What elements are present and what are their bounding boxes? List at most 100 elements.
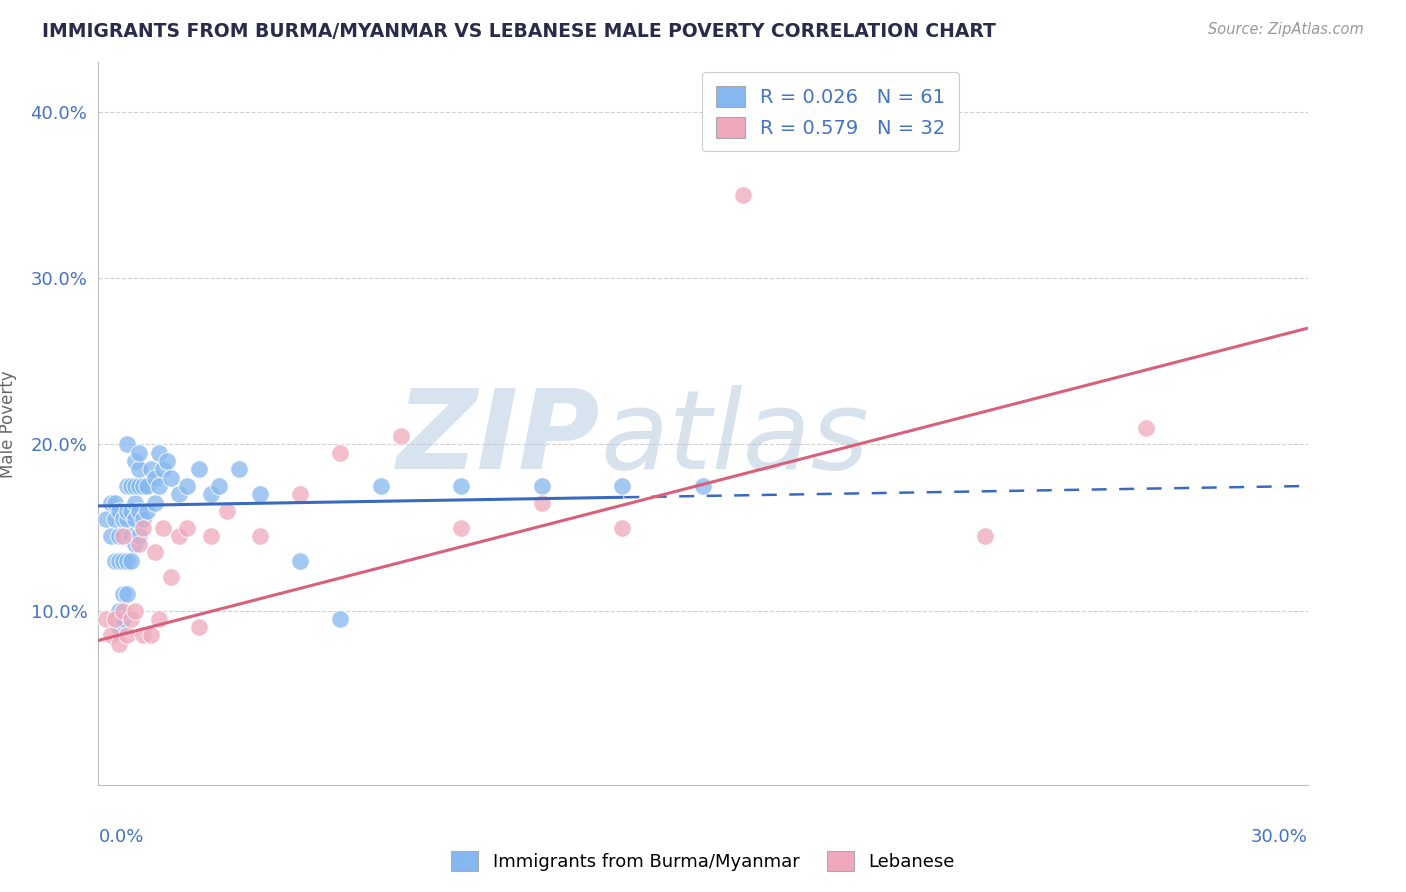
Point [111, 587, 134, 601]
Point [329, 612, 352, 626]
Point [100, 495, 122, 509]
Point [100, 628, 122, 642]
Point [148, 446, 170, 460]
Point [450, 520, 472, 534]
Point [124, 495, 146, 509]
Point [128, 529, 150, 543]
Point [389, 429, 412, 443]
Point [128, 462, 150, 476]
Point [115, 479, 138, 493]
Point [132, 479, 155, 493]
Point [530, 495, 553, 509]
Point [143, 545, 166, 559]
Point [249, 487, 271, 501]
Point [111, 612, 134, 626]
Point [132, 628, 155, 642]
Text: atlas: atlas [600, 384, 869, 491]
Point [115, 437, 138, 451]
Point [152, 520, 174, 534]
Point [132, 520, 155, 534]
Point [128, 479, 150, 493]
Point [100, 529, 122, 543]
Point [124, 537, 146, 551]
Point [188, 462, 211, 476]
Point [128, 504, 150, 518]
Legend: R = 0.026   N = 61, R = 0.579   N = 32: R = 0.026 N = 61, R = 0.579 N = 32 [702, 72, 959, 152]
Point [733, 188, 755, 202]
Point [124, 603, 146, 617]
Point [132, 512, 155, 526]
Point [156, 454, 179, 468]
Point [107, 620, 129, 634]
Point [1135, 421, 1157, 435]
Text: 0.0%: 0.0% [98, 829, 143, 847]
Point [176, 479, 198, 493]
Point [111, 512, 134, 526]
Point [107, 554, 129, 568]
Point [167, 529, 190, 543]
Point [167, 487, 190, 501]
Point [160, 471, 183, 485]
Point [120, 504, 142, 518]
Point [103, 512, 125, 526]
Point [115, 554, 138, 568]
Point [176, 520, 198, 534]
Point [115, 628, 138, 642]
Point [228, 462, 250, 476]
Point [111, 603, 134, 617]
Point [288, 554, 311, 568]
Point [217, 504, 239, 518]
Point [120, 554, 142, 568]
Point [612, 520, 634, 534]
Point [188, 620, 211, 634]
Point [115, 512, 138, 526]
Point [115, 504, 138, 518]
Y-axis label: Male Poverty: Male Poverty [0, 370, 17, 477]
Point [692, 479, 714, 493]
Point [200, 487, 222, 501]
Point [143, 471, 166, 485]
Point [111, 529, 134, 543]
Point [139, 628, 162, 642]
Point [370, 479, 392, 493]
Point [152, 462, 174, 476]
Point [103, 612, 125, 626]
Point [208, 479, 231, 493]
Point [329, 446, 352, 460]
Point [249, 529, 271, 543]
Point [103, 495, 125, 509]
Point [612, 479, 634, 493]
Point [107, 529, 129, 543]
Point [107, 504, 129, 518]
Point [139, 462, 162, 476]
Point [135, 504, 157, 518]
Point [135, 479, 157, 493]
Point [148, 479, 170, 493]
Point [107, 637, 129, 651]
Point [120, 479, 142, 493]
Point [450, 479, 472, 493]
Text: IMMIGRANTS FROM BURMA/MYANMAR VS LEBANESE MALE POVERTY CORRELATION CHART: IMMIGRANTS FROM BURMA/MYANMAR VS LEBANES… [42, 22, 995, 41]
Point [115, 587, 138, 601]
Point [124, 479, 146, 493]
Point [128, 537, 150, 551]
Text: Source: ZipAtlas.com: Source: ZipAtlas.com [1208, 22, 1364, 37]
Legend: Immigrants from Burma/Myanmar, Lebanese: Immigrants from Burma/Myanmar, Lebanese [444, 844, 962, 879]
Point [124, 512, 146, 526]
Text: 30.0%: 30.0% [1251, 829, 1308, 847]
Point [120, 612, 142, 626]
Point [148, 612, 170, 626]
Point [124, 454, 146, 468]
Point [143, 495, 166, 509]
Point [96, 612, 118, 626]
Point [128, 446, 150, 460]
Point [160, 570, 183, 584]
Point [530, 479, 553, 493]
Point [200, 529, 222, 543]
Point [107, 603, 129, 617]
Point [120, 529, 142, 543]
Point [96, 512, 118, 526]
Point [111, 554, 134, 568]
Point [103, 554, 125, 568]
Point [974, 529, 997, 543]
